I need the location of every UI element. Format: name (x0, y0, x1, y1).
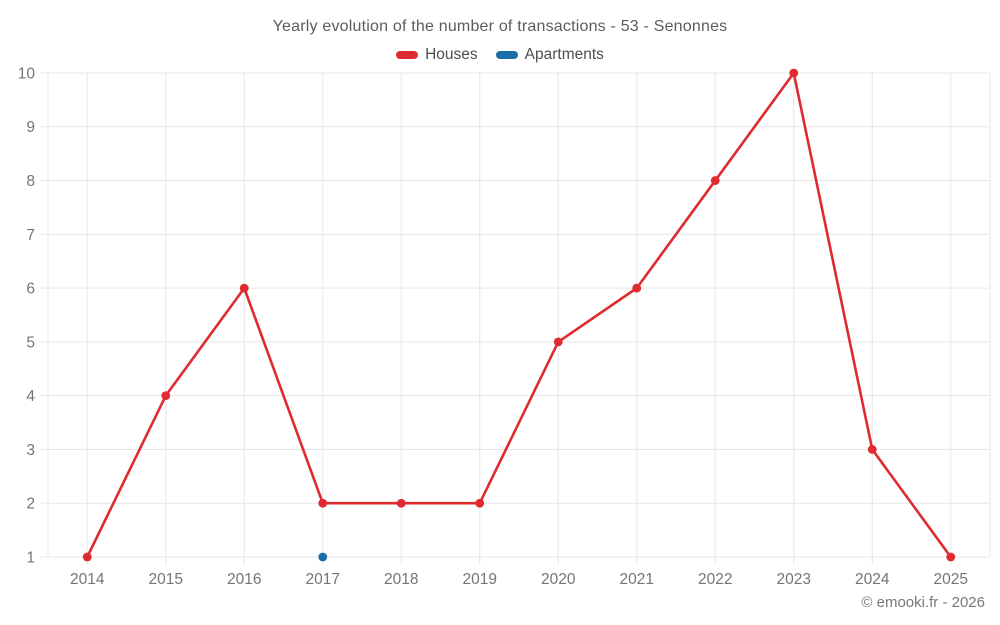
x-tick-label: 2022 (698, 571, 732, 588)
y-tick-label: 6 (26, 281, 35, 298)
y-tick-label: 10 (18, 65, 36, 82)
x-tick-label: 2016 (227, 571, 261, 588)
houses-data-point[interactable] (318, 498, 328, 508)
houses-data-point[interactable] (946, 552, 956, 562)
houses-data-point[interactable] (867, 445, 877, 454)
houses-data-point[interactable] (553, 337, 563, 347)
legend-item-houses[interactable]: Houses (396, 46, 478, 64)
y-tick-label: 2 (26, 496, 35, 513)
legend-item-apartments[interactable]: Apartments (495, 46, 604, 64)
y-tick-label: 9 (26, 119, 35, 136)
houses-series-swatch-icon (396, 51, 419, 59)
x-tick-label: 2014 (70, 571, 105, 588)
houses-data-point[interactable] (475, 498, 485, 508)
houses-data-point[interactable] (396, 498, 406, 508)
houses-line (85, 71, 953, 559)
legend-label-houses: Houses (425, 46, 478, 63)
x-tick-label: 2020 (541, 571, 576, 588)
apartments-data-point[interactable] (318, 552, 328, 562)
houses-data-point[interactable] (632, 283, 642, 293)
y-tick-label: 7 (26, 227, 35, 244)
legend-label-apartments: Apartments (524, 46, 604, 63)
y-tick-label: 1 (26, 549, 35, 566)
x-tick-label: 2021 (620, 571, 654, 588)
houses-data-point[interactable] (789, 68, 799, 78)
houses-data-point[interactable] (161, 391, 171, 401)
x-tick-label: 2024 (855, 571, 890, 588)
x-tick-label: 2018 (384, 571, 418, 588)
houses-data-point[interactable] (710, 176, 720, 185)
x-tick-label: 2025 (934, 571, 968, 588)
apartments-series-swatch-icon (495, 51, 518, 59)
x-tick-label: 2017 (306, 571, 340, 588)
houses-data-point[interactable] (82, 552, 92, 562)
y-tick-label: 5 (26, 334, 35, 351)
x-tick-label: 2023 (777, 571, 811, 588)
copyright-footer: © emooki.fr - 2026 (861, 594, 985, 611)
chart-title: Yearly evolution of the number of transa… (272, 18, 728, 35)
y-tick-label: 4 (26, 388, 35, 405)
chart-legend: Houses Apartments (0, 46, 1000, 64)
x-tick-label: 2019 (463, 571, 497, 588)
y-tick-label: 8 (26, 173, 35, 190)
y-tick-label: 3 (26, 442, 35, 459)
x-tick-label: 2015 (149, 571, 183, 588)
houses-data-point[interactable] (239, 283, 249, 293)
